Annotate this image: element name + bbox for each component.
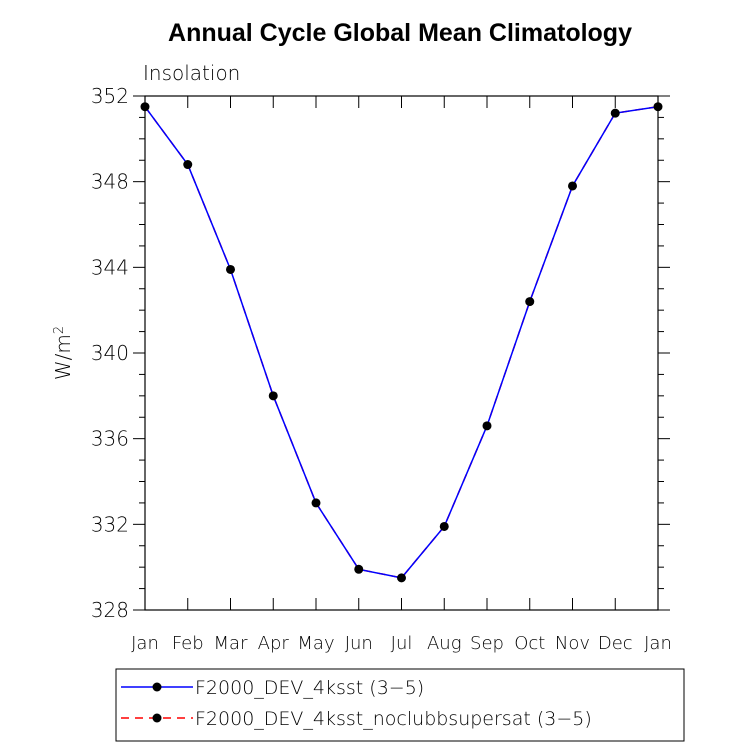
data-point <box>311 498 321 508</box>
x-tick-label: Nov <box>555 633 590 654</box>
data-point <box>568 181 577 191</box>
legend-marker <box>152 713 162 723</box>
data-point <box>140 102 150 112</box>
series-line <box>144 105 659 579</box>
x-tick-label: Sep <box>470 633 504 654</box>
x-axis-ticks: Jan Feb Mar Apr May Jun Jul Aug Sep Oct Nov Dec Jan <box>131 96 672 654</box>
x-tick-label: Jan <box>644 633 672 654</box>
y-axis-label-superscript: 2 <box>52 326 67 334</box>
data-point <box>183 160 193 170</box>
data-point <box>610 108 620 118</box>
x-tick-label: Aug <box>427 633 462 654</box>
data-point <box>482 421 492 431</box>
x-tick-label: Feb <box>172 633 204 654</box>
legend: F2000_DEV_4ksst (3−5) F2000_DEV_4ksst_noc… <box>121 677 592 730</box>
legend-label: F2000_DEV_4ksst (3−5) <box>195 677 424 699</box>
y-axis-ticks: 328 332 336 340 344 348 352 <box>91 84 670 622</box>
legend-marker <box>152 682 162 692</box>
x-tick-label: Apr <box>258 633 290 654</box>
data-point <box>268 391 278 401</box>
y-tick-label: 336 <box>91 427 129 451</box>
x-tick-label: Jun <box>345 633 373 654</box>
series-line <box>144 105 659 579</box>
y-axis-label: W/m2 <box>51 326 75 380</box>
y-tick-label: 352 <box>91 84 129 108</box>
x-tick-label: Dec <box>598 633 633 654</box>
x-tick-label: Mar <box>214 633 249 654</box>
chart-subtitle: Insolation <box>143 61 240 85</box>
data-point <box>525 297 535 307</box>
x-tick-label: Oct <box>514 633 545 654</box>
legend-label: F2000_DEV_4ksst_noclubbsupersat (3−5) <box>195 708 592 730</box>
y-tick-label: 328 <box>91 598 129 622</box>
x-tick-label: May <box>297 633 334 654</box>
y-tick-label: 332 <box>91 512 129 536</box>
y-tick-label: 344 <box>91 255 129 279</box>
y-axis-label-base: W/m <box>51 334 75 380</box>
data-point <box>397 573 406 583</box>
y-tick-label: 340 <box>91 341 129 365</box>
x-tick-label: Jan <box>131 633 159 654</box>
data-point <box>226 264 235 274</box>
data-point <box>439 521 449 531</box>
series-layer <box>140 102 663 583</box>
chart-title: Annual Cycle Global Mean Climatology <box>168 19 632 47</box>
plot-frame <box>144 95 659 611</box>
data-point <box>653 102 663 112</box>
legend-box <box>115 668 685 742</box>
data-point <box>354 564 364 574</box>
y-tick-label: 348 <box>91 170 129 194</box>
x-tick-label: Jul <box>391 633 413 654</box>
